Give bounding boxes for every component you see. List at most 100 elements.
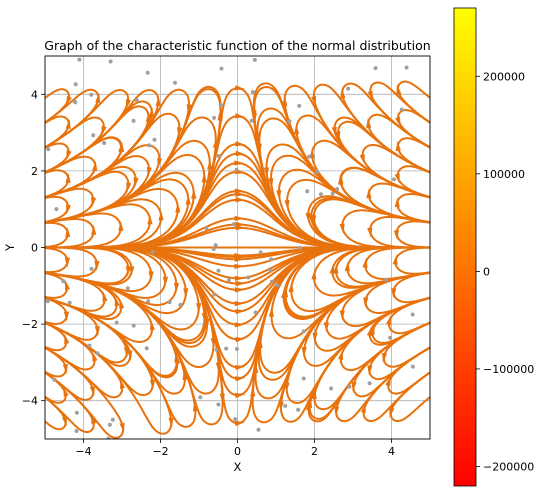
start-marker (233, 417, 238, 422)
stream-arrow (196, 303, 202, 313)
stream-arrow (394, 197, 400, 208)
x-tick-label: −2 (152, 445, 168, 458)
stream-arrow (147, 214, 153, 225)
start-marker (269, 279, 274, 284)
start-marker (213, 243, 218, 248)
stream-arrow (331, 126, 337, 137)
stream-arrow (146, 167, 152, 178)
start-marker (178, 302, 183, 307)
stream-arrow (149, 379, 156, 390)
colorbar-tick-label: 200000 (483, 70, 525, 83)
start-marker (347, 384, 352, 389)
start-marker (173, 80, 177, 85)
start-markers (45, 57, 415, 439)
stream-arrow (235, 113, 246, 119)
start-marker (108, 59, 113, 64)
start-marker (301, 376, 306, 381)
start-marker (67, 300, 72, 305)
start-marker (212, 292, 217, 297)
stream-arrow (234, 275, 245, 281)
stream-arrow (307, 397, 313, 408)
start-marker (335, 187, 340, 191)
stream-arrow (369, 324, 375, 335)
stream-arrow (145, 112, 151, 122)
start-marker (330, 191, 335, 196)
stream-arrow (235, 254, 245, 260)
colorbar-tick-label: 0 (483, 265, 490, 278)
start-marker (367, 381, 372, 386)
start-marker (45, 299, 50, 304)
stream-arrow (114, 296, 120, 307)
stream-arrow (65, 118, 71, 129)
start-marker (131, 118, 136, 123)
stream-arrow (127, 350, 133, 361)
stream-arrow (391, 288, 397, 299)
stream-arrow (363, 297, 369, 308)
stream-arrow (126, 182, 132, 193)
stream-arrow (351, 381, 357, 392)
y-tick-label: 4 (31, 88, 38, 101)
start-marker (297, 103, 302, 108)
start-marker (219, 66, 224, 71)
start-marker (392, 177, 396, 182)
stream-arrow (235, 365, 246, 371)
colorbar-tick-label: −100000 (483, 363, 534, 376)
stream-arrow (102, 291, 108, 302)
stream-arrow (174, 352, 180, 363)
x-tick-label: 4 (388, 445, 395, 458)
stream-arrow (94, 260, 100, 271)
start-marker (125, 286, 130, 291)
stream-arrow (235, 141, 246, 147)
start-marker (373, 66, 378, 71)
start-marker (258, 250, 263, 255)
stream-arrow (120, 378, 126, 389)
x-tick-label: 0 (234, 445, 241, 458)
start-marker (234, 167, 239, 172)
start-marker (77, 57, 82, 62)
stream-arrow (186, 104, 192, 115)
start-marker (204, 226, 209, 231)
start-marker (384, 277, 389, 282)
stream-arrow (66, 150, 72, 161)
y-axis-ticks: −4 −2 0 2 4 (22, 88, 45, 408)
start-marker (301, 329, 306, 334)
stream-arrow (118, 142, 124, 153)
colorbar-tick-label: −200000 (483, 460, 534, 473)
start-marker (410, 364, 415, 369)
stream-arrow (125, 266, 132, 277)
stream-arrow (284, 382, 290, 393)
stream-arrow (66, 204, 72, 215)
stream-arrow (149, 320, 155, 331)
start-marker (283, 403, 288, 408)
stream-arrow (257, 338, 263, 349)
y-tick-label: −2 (22, 318, 38, 331)
stream-arrow (201, 172, 207, 183)
stream-arrow (340, 88, 346, 99)
stream-arrow (94, 326, 100, 337)
start-marker (250, 90, 255, 94)
stream-arrow (276, 190, 282, 201)
start-marker (152, 137, 157, 142)
stream-arrow (118, 221, 124, 231)
stream-arrow (148, 107, 155, 118)
stream-arrow (235, 309, 246, 315)
stream-arrow (382, 352, 388, 363)
start-marker (91, 133, 96, 138)
stream-arrow (65, 227, 71, 238)
stream-arrow (66, 95, 72, 106)
start-marker (275, 283, 280, 288)
start-marker (305, 189, 310, 194)
start-marker (224, 346, 229, 351)
stream-arrow (95, 92, 101, 103)
start-marker (72, 99, 77, 104)
stream-arrow (119, 298, 125, 309)
start-marker (106, 436, 111, 439)
start-marker (89, 266, 94, 271)
start-marker (218, 102, 223, 107)
stream-arrow (235, 225, 246, 231)
x-tick-label: 2 (311, 445, 318, 458)
stream-arrow (234, 322, 245, 328)
stream-arrow (168, 417, 174, 428)
stream-arrow (335, 130, 341, 141)
start-marker (52, 377, 57, 382)
